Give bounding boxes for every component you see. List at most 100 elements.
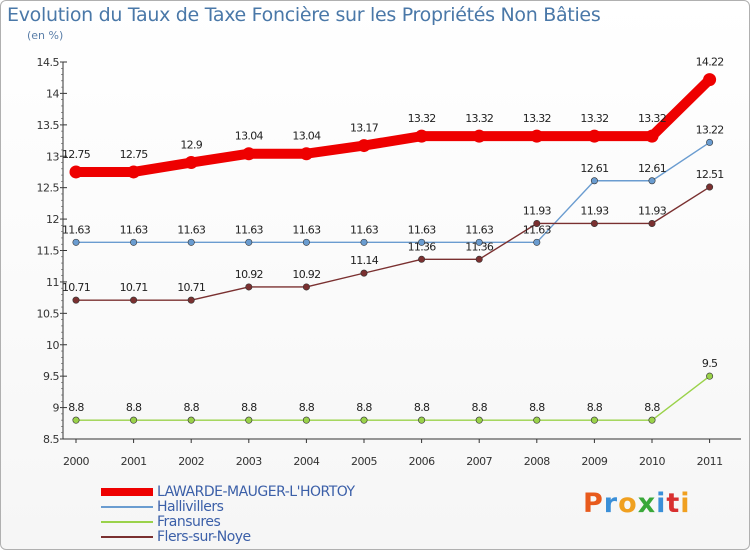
data-point — [706, 138, 714, 146]
data-label: 10.71 — [62, 281, 90, 294]
data-label: 12.75 — [120, 148, 149, 161]
data-point — [418, 416, 426, 424]
x-tick-label: 2004 — [293, 455, 319, 468]
data-label: 13.22 — [696, 123, 724, 136]
y-tick-label: 9.5 — [43, 370, 59, 383]
data-label: 13.32 — [638, 112, 666, 125]
data-point — [302, 238, 310, 246]
data-point — [587, 129, 601, 143]
legend-swatch — [101, 506, 153, 508]
data-label: 13.32 — [523, 112, 551, 125]
y-tick-label: 9 — [53, 402, 60, 415]
data-point — [533, 416, 541, 424]
data-label: 10.71 — [120, 281, 148, 294]
data-label: 11.63 — [350, 223, 379, 236]
data-point — [245, 416, 253, 424]
data-label: 10.71 — [177, 281, 205, 294]
proxiti-logo: Proxiti — [583, 488, 691, 519]
series-line — [75, 375, 711, 421]
data-label: 12.51 — [696, 168, 724, 181]
data-point — [69, 165, 83, 179]
x-tick-label: 2006 — [409, 455, 435, 468]
legend-label: Hallivillers — [157, 499, 224, 515]
x-tick-label: 2005 — [351, 455, 377, 468]
x-tick-label: 2003 — [236, 455, 262, 468]
y-tick-label: 13.5 — [37, 119, 60, 132]
x-tick-label: 2011 — [697, 455, 723, 468]
data-point — [530, 129, 544, 143]
x-tick-label: 2002 — [178, 455, 204, 468]
series-line — [75, 141, 711, 244]
data-point — [187, 296, 195, 304]
data-label: 8.8 — [529, 401, 545, 414]
data-point — [645, 129, 659, 143]
data-label: 13.32 — [580, 112, 608, 125]
data-point — [706, 183, 714, 191]
data-point — [472, 129, 486, 143]
data-label: 10.92 — [292, 268, 320, 281]
y-tick-label: 14 — [46, 87, 59, 100]
data-point — [590, 416, 598, 424]
data-label: 11.93 — [523, 204, 552, 217]
data-label: 11.63 — [62, 223, 91, 236]
y-tick-label: 12 — [46, 213, 59, 226]
y-axis-unit: (en %) — [27, 29, 64, 42]
data-label: 11.63 — [235, 223, 264, 236]
data-point — [360, 416, 368, 424]
data-point — [302, 283, 310, 291]
data-point — [72, 296, 80, 304]
x-tick-label: 2009 — [581, 455, 607, 468]
data-label: 14.22 — [696, 56, 724, 69]
data-label: 11.36 — [465, 240, 494, 253]
data-label: 11.93 — [638, 204, 667, 217]
x-tick-label: 2001 — [121, 455, 147, 468]
logo-letter: r — [603, 488, 619, 519]
legend-label: LAWARDE-MAUGER-L'HORTOY — [157, 484, 355, 500]
y-tick-label: 10.5 — [37, 307, 60, 320]
data-label: 12.61 — [580, 162, 608, 175]
data-label: 13.17 — [350, 122, 379, 135]
y-tick-label: 11 — [46, 276, 59, 289]
data-label: 11.63 — [292, 223, 321, 236]
legend-label: Fransures — [157, 514, 221, 530]
data-label: 11.63 — [177, 223, 206, 236]
data-point — [475, 416, 483, 424]
data-point — [130, 238, 138, 246]
data-point — [648, 177, 656, 185]
logo-letter: i — [656, 488, 667, 519]
data-point — [475, 255, 483, 263]
legend-swatch — [101, 488, 153, 496]
x-tick-label: 2010 — [639, 455, 665, 468]
data-point — [242, 147, 256, 161]
data-point — [418, 255, 426, 263]
logo-letter: i — [680, 488, 691, 519]
data-label: 13.32 — [408, 112, 436, 125]
data-point — [360, 269, 368, 277]
data-label: 8.8 — [68, 401, 84, 414]
data-label: 11.63 — [120, 223, 149, 236]
data-label: 10.92 — [235, 268, 263, 281]
data-point — [418, 238, 426, 246]
data-label: 11.93 — [580, 204, 609, 217]
y-tick-label: 13 — [46, 150, 59, 163]
data-point — [130, 296, 138, 304]
data-label: 8.8 — [299, 401, 315, 414]
y-tick-label: 12.5 — [37, 182, 60, 195]
data-point — [130, 416, 138, 424]
data-point — [533, 219, 541, 227]
data-label: 9.5 — [702, 357, 718, 370]
data-label: 8.8 — [241, 401, 257, 414]
data-label: 8.8 — [356, 401, 372, 414]
data-label: 11.14 — [350, 254, 379, 267]
data-label: 13.32 — [465, 112, 493, 125]
data-point — [127, 165, 141, 179]
data-label: 8.8 — [587, 401, 603, 414]
data-label: 8.8 — [126, 401, 142, 414]
data-label: 11.63 — [465, 223, 494, 236]
data-label: 11.63 — [523, 223, 552, 236]
chart-title: Evolution du Taux de Taxe Foncière sur l… — [7, 4, 601, 26]
data-label: 8.8 — [414, 401, 430, 414]
data-label: 12.61 — [638, 162, 666, 175]
data-point — [648, 416, 656, 424]
